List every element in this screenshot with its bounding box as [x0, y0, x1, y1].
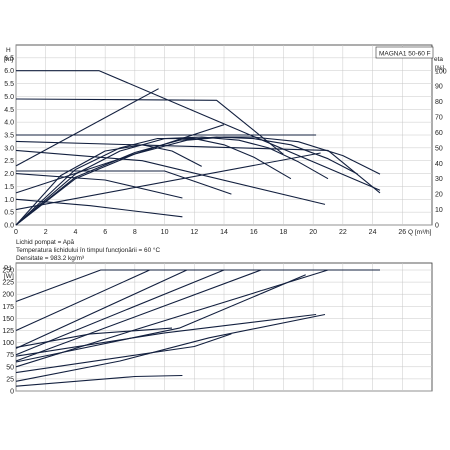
power-axis-unit: [W] — [4, 273, 14, 280]
power-curve — [15, 274, 306, 363]
head-tick-label: 0.0 — [4, 223, 14, 230]
head-tick-label: 5.0 — [4, 94, 14, 101]
head-axis-unit: [m] — [4, 56, 13, 63]
power-curve — [15, 333, 232, 374]
flow-tick-label: 8 — [133, 229, 137, 236]
power-curve — [15, 269, 150, 332]
flow-tick-label: 18 — [280, 229, 288, 236]
flow-tick-label: 12 — [190, 229, 198, 236]
efficiency-tick-label: 80 — [435, 99, 443, 106]
flow-tick-label: 20 — [309, 229, 317, 236]
head-tick-label: 6.5 — [4, 55, 14, 62]
head-tick-label: 1.5 — [4, 184, 14, 191]
power-tick-label: 25 — [6, 376, 14, 383]
efficiency-curve — [15, 138, 292, 226]
flow-tick-label: 2 — [44, 229, 48, 236]
efficiency-tick-label: 70 — [435, 115, 443, 122]
power-axis-title: P1 — [4, 265, 12, 272]
head-tick-label: 2.5 — [4, 158, 14, 165]
power-tick-label: 200 — [2, 292, 14, 299]
power-curve — [15, 313, 326, 382]
power-curve — [15, 269, 188, 349]
head-tick-label: 3.0 — [4, 145, 14, 152]
efficiency-axis-unit: [%] — [435, 65, 445, 72]
efficiency-tick-label: 0 — [435, 223, 439, 230]
efficiency-tick-label: 90 — [435, 84, 443, 91]
power-tick-label: 175 — [2, 304, 14, 311]
efficiency-tick-label: 50 — [435, 145, 443, 152]
flow-tick-label: 16 — [250, 229, 258, 236]
head-tick-label: 2.0 — [4, 171, 14, 178]
flow-tick-label: 0 — [14, 229, 18, 236]
power-tick-label: 75 — [6, 352, 14, 359]
power-tick-label: 50 — [6, 364, 14, 371]
fluid-info-line-1: Lichid pompat = Apă — [16, 239, 75, 246]
fluid-info-line-2: Temperatura lichidului în timpul funcţio… — [16, 246, 160, 254]
flow-tick-label: 24 — [369, 229, 377, 236]
power-chart-grid — [15, 262, 433, 392]
efficiency-tick-label: 20 — [435, 192, 443, 199]
power-curve — [15, 374, 183, 387]
head-tick-label: 6.0 — [4, 68, 14, 75]
head-curve — [15, 88, 159, 167]
power-tick-label: 225 — [2, 280, 14, 287]
power-tick-label: 150 — [2, 316, 14, 323]
efficiency-tick-label: 30 — [435, 176, 443, 183]
efficiency-tick-label: 60 — [435, 130, 443, 137]
model-label: MAGNA1 50-60 F — [379, 51, 431, 58]
head-curve — [15, 152, 321, 211]
head-tick-label: 5.5 — [4, 81, 14, 88]
flow-tick-label: 6 — [103, 229, 107, 236]
power-chart-ticks: 0 25 50 75 100 125 150 175 200 225 250 — [2, 268, 14, 396]
head-tick-label: 4.0 — [4, 120, 14, 127]
efficiency-tick-label: 40 — [435, 161, 443, 168]
power-curve — [15, 327, 173, 348]
flow-tick-label: 22 — [339, 229, 347, 236]
power-curve — [15, 313, 317, 357]
flow-tick-label: 4 — [73, 229, 77, 236]
power-curve — [15, 269, 262, 362]
flow-tick-label: 10 — [161, 229, 169, 236]
model-label-box — [375, 46, 434, 59]
power-tick-label: 125 — [2, 328, 14, 335]
head-tick-label: 4.5 — [4, 107, 14, 114]
power-curve — [15, 269, 380, 303]
flow-axis-label: Q [m³/h] — [408, 229, 432, 236]
head-curve — [15, 98, 284, 155]
head-curve — [16, 70, 381, 191]
efficiency-axis-title: eta — [434, 56, 443, 63]
efficiency-curve — [15, 136, 358, 226]
head-chart-ticks: 0 2 4 6 8 10 12 14 16 18 20 22 24 260.00.51.01.52.02.… — [4, 55, 447, 236]
head-tick-label: 1.0 — [4, 197, 14, 204]
head-curve — [16, 170, 232, 195]
efficiency-tick-label: 100 — [435, 68, 447, 75]
fluid-info-line-3: Densitate = 983.2 kg/m³ — [16, 255, 84, 262]
efficiency-curve — [15, 144, 202, 226]
power-chart-curves — [15, 269, 380, 387]
efficiency-tick-label: 10 — [435, 207, 443, 214]
head-chart-curves — [15, 70, 381, 226]
head-curve — [15, 149, 326, 205]
power-tick-label: 100 — [2, 340, 14, 347]
head-tick-label: 3.5 — [4, 133, 14, 140]
head-curve — [15, 173, 183, 199]
power-tick-label: 0 — [10, 389, 14, 396]
head-tick-label: 0.5 — [4, 210, 14, 217]
power-tick-label: 250 — [2, 268, 14, 275]
flow-tick-label: 26 — [398, 229, 406, 236]
head-axis-title: H — [6, 47, 11, 54]
flow-tick-label: 14 — [220, 229, 228, 236]
efficiency-curve — [15, 136, 329, 226]
